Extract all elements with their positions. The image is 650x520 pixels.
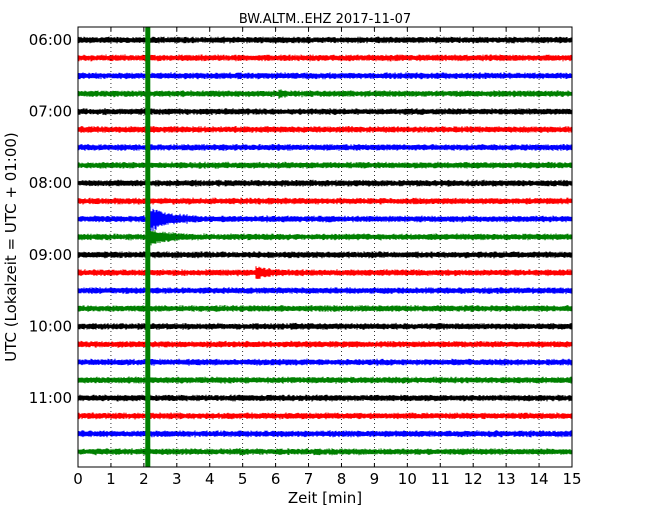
x-tick-label: 0 [73,470,83,488]
y-tick-label: 06:00 [29,31,72,49]
trace-line [77,126,573,133]
y-axis-label: UTC (Lokalzeit = UTC + 01:00) [2,132,20,362]
x-tick-label: 12 [464,470,483,488]
x-tick-label: 3 [172,470,182,488]
trace-line [77,322,573,330]
y-tick-label: 08:00 [29,174,72,192]
trace-line [77,54,573,62]
x-axis-label: Zeit [min] [288,489,362,507]
x-tick-label: 8 [337,470,347,488]
y-tick-label: 10:00 [29,317,72,335]
plot-frame [77,26,573,468]
x-tick-label: 6 [271,470,281,488]
y-tick-label: 07:00 [29,103,72,121]
x-tick-label: 7 [304,470,314,488]
trace-line [77,358,573,366]
y-tick-label: 11:00 [29,389,72,407]
y-tick-label: 09:00 [29,246,72,264]
trace-line [77,179,573,187]
chart-title: BW.ALTM..EHZ 2017-11-07 [239,12,411,27]
x-tick-label: 1 [106,470,116,488]
trace-line [77,448,573,456]
x-tick-label: 11 [431,470,450,488]
trace-line [77,72,573,80]
trace-line [77,228,573,247]
x-tick-label: 13 [497,470,516,488]
trace-line [77,206,573,233]
trace-group [77,36,573,456]
trace-line [77,89,573,99]
y-axis: 06:00 07:00 08:00 09:00 10:00 11:00 [29,31,572,407]
trace-line [77,287,573,295]
trace-line [77,36,573,44]
trace-line [77,161,573,169]
trace-line [77,394,573,402]
x-tick-label: 14 [530,470,549,488]
saturated-column-bar [145,27,151,467]
trace-line [77,143,573,151]
trace-line [77,251,573,259]
trace-line [77,197,573,205]
saturated-column [145,27,151,467]
grid-lines [110,27,540,467]
trace-line [77,376,573,384]
trace-line [77,305,573,312]
x-tick-label: 2 [139,470,149,488]
trace-line [77,266,573,279]
x-tick-label: 15 [562,470,581,488]
x-tick-label: 5 [238,470,248,488]
trace-line [77,108,573,116]
x-tick-label: 10 [398,470,417,488]
trace-line [77,412,573,420]
trace-line [77,430,573,438]
trace-line [77,340,573,348]
x-tick-label: 9 [370,470,380,488]
x-axis: 0 1 2 3 4 5 6 7 8 9 10 11 12 13 14 15 [73,27,582,488]
x-tick-label: 4 [205,470,215,488]
